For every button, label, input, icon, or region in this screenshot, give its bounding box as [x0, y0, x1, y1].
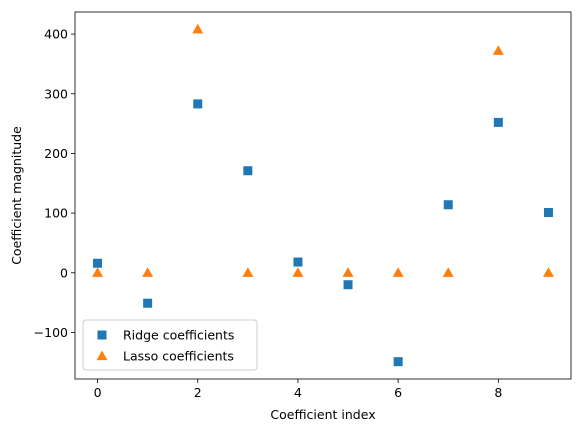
- legend-lasso-label: Lasso coefficients: [123, 349, 234, 364]
- ridge-series: [93, 99, 553, 367]
- ridge-point: [293, 257, 303, 267]
- y-tick-label: 400: [44, 27, 68, 42]
- ridge-point: [93, 258, 103, 268]
- y-tick-label: 0: [60, 265, 68, 280]
- axes-frame: [74, 11, 572, 380]
- plot-area: [92, 23, 554, 367]
- x-tick-label: 4: [294, 385, 302, 400]
- lasso-point: [242, 267, 254, 277]
- lasso-point: [492, 45, 504, 55]
- ridge-point: [193, 99, 203, 109]
- legend-box: [82, 319, 258, 371]
- y-axis-label: Coefficient magnitude: [9, 126, 24, 265]
- ridge-point: [493, 117, 503, 127]
- ridge-point: [243, 166, 253, 176]
- lasso-point: [442, 267, 454, 277]
- y-tick-label: −100: [34, 325, 68, 340]
- ridge-point: [143, 298, 153, 308]
- x-axis-label: Coefficient index: [270, 407, 375, 422]
- axes: 0 2 4 6 8 −100 0 100 200 300 400: [34, 11, 572, 400]
- x-tick-label: 0: [94, 385, 102, 400]
- ridge-point: [343, 280, 353, 290]
- legend-lasso-marker: [96, 350, 108, 361]
- lasso-point: [292, 267, 304, 277]
- lasso-series: [92, 23, 554, 277]
- y-tick-label: 100: [44, 206, 68, 221]
- lasso-point: [392, 267, 404, 277]
- lasso-point: [342, 267, 354, 277]
- legend: Ridge coefficients Lasso coefficients: [82, 319, 258, 371]
- ridge-point: [443, 200, 453, 210]
- ridge-point: [393, 357, 403, 367]
- x-tick-label: 2: [194, 385, 202, 400]
- x-tick-label: 8: [494, 385, 502, 400]
- y-tick-label: 300: [44, 86, 68, 101]
- lasso-point: [92, 267, 104, 277]
- ridge-point: [543, 208, 553, 218]
- y-tick-label: 200: [44, 146, 68, 161]
- lasso-point: [542, 267, 554, 277]
- legend-ridge-marker: [97, 330, 107, 340]
- lasso-point: [192, 23, 204, 34]
- lasso-point: [142, 267, 154, 277]
- x-tick-label: 6: [394, 385, 402, 400]
- legend-ridge-label: Ridge coefficients: [123, 328, 234, 343]
